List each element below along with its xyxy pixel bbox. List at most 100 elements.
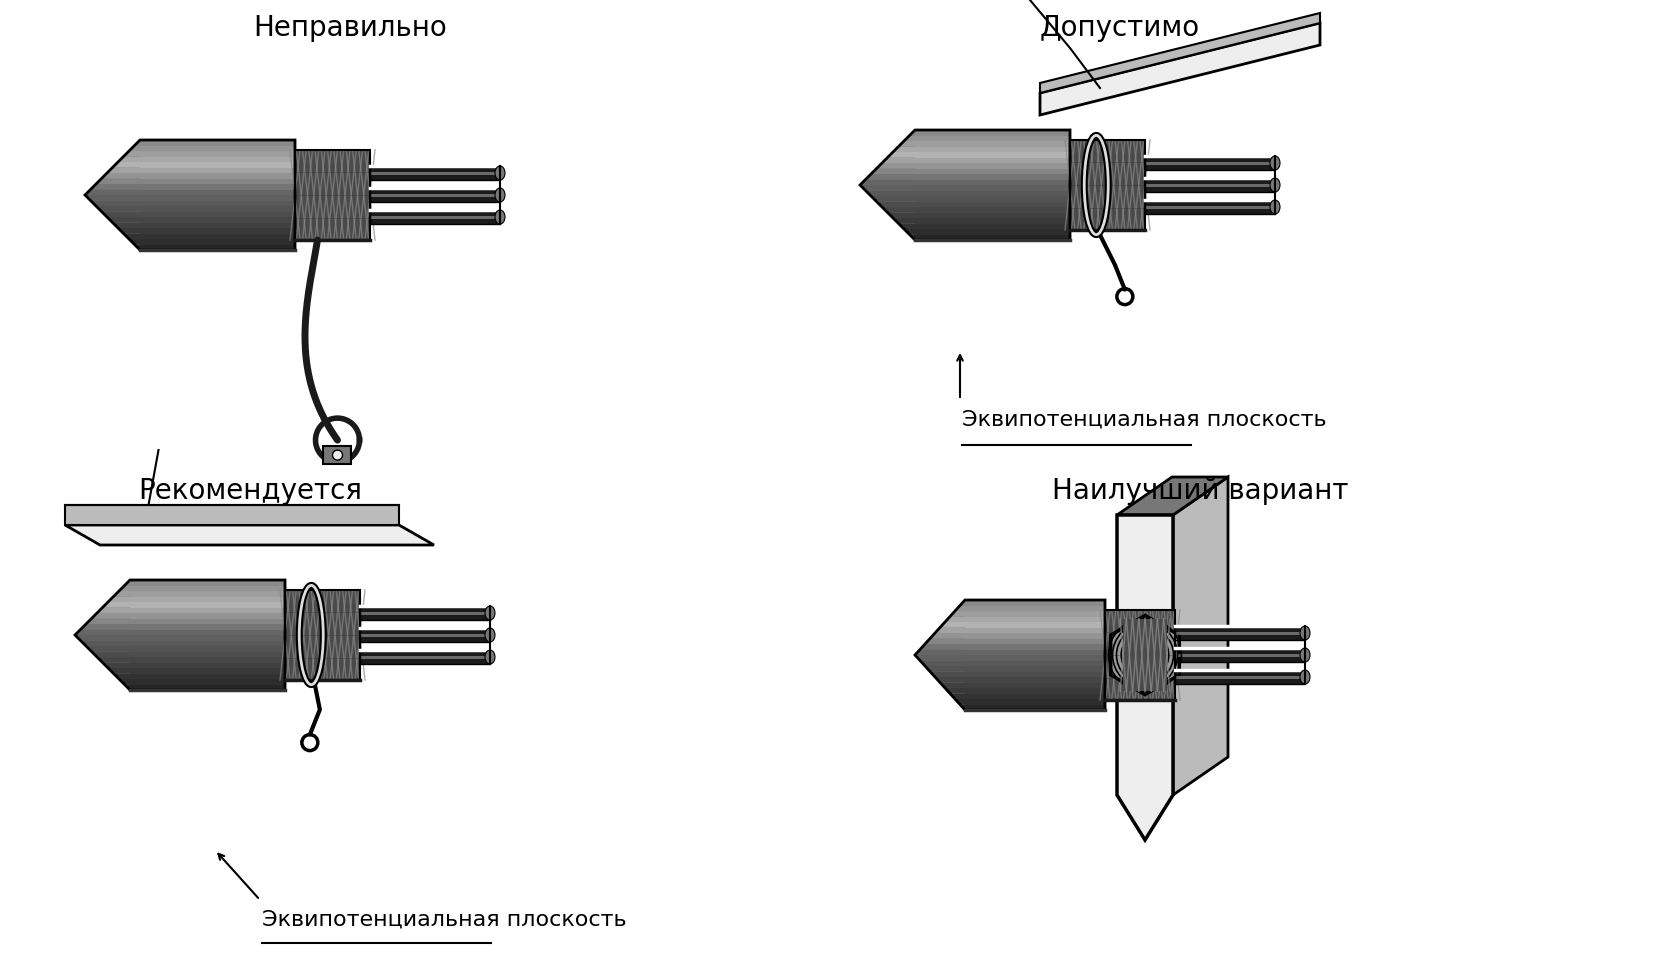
Bar — [915, 174, 1070, 180]
Bar — [1145, 162, 1275, 165]
Polygon shape — [870, 168, 915, 174]
Bar — [915, 185, 1070, 191]
Polygon shape — [125, 580, 130, 585]
Bar — [1175, 670, 1305, 684]
Polygon shape — [909, 130, 915, 136]
Bar — [915, 201, 1070, 207]
Bar — [1123, 618, 1166, 691]
Bar — [130, 585, 285, 591]
Polygon shape — [85, 190, 140, 195]
Bar — [140, 206, 295, 211]
Bar — [140, 228, 295, 234]
Polygon shape — [85, 195, 140, 200]
Ellipse shape — [1300, 626, 1310, 640]
Ellipse shape — [484, 606, 494, 620]
Ellipse shape — [1117, 619, 1173, 691]
Bar — [965, 606, 1105, 611]
Bar — [369, 188, 499, 202]
Bar — [915, 152, 1070, 157]
Polygon shape — [128, 239, 140, 244]
Circle shape — [333, 450, 343, 460]
Bar — [130, 608, 285, 613]
Polygon shape — [882, 207, 915, 213]
Bar — [140, 173, 295, 179]
Bar — [130, 624, 285, 629]
Bar — [915, 218, 1070, 224]
Polygon shape — [80, 624, 130, 629]
Bar — [915, 224, 1070, 229]
Polygon shape — [75, 635, 130, 641]
Polygon shape — [920, 660, 965, 666]
Polygon shape — [118, 679, 130, 685]
Polygon shape — [930, 671, 965, 677]
Polygon shape — [87, 646, 130, 652]
Bar — [965, 694, 1105, 699]
Bar — [915, 168, 1070, 174]
Bar — [965, 660, 1105, 666]
Bar — [915, 213, 1070, 218]
Polygon shape — [1110, 616, 1178, 695]
Bar — [130, 652, 285, 657]
Polygon shape — [90, 200, 140, 206]
Bar — [130, 685, 285, 690]
Ellipse shape — [1300, 648, 1310, 662]
Bar — [1175, 648, 1305, 662]
Bar — [965, 699, 1105, 704]
Bar — [1145, 200, 1275, 214]
Polygon shape — [860, 185, 915, 191]
Bar — [1175, 626, 1305, 640]
Bar — [1175, 632, 1305, 635]
Bar — [140, 200, 295, 206]
Bar — [140, 162, 295, 167]
Ellipse shape — [1270, 156, 1280, 170]
Bar — [1145, 200, 1275, 214]
Bar — [965, 650, 1105, 655]
Bar — [915, 191, 1070, 196]
Ellipse shape — [1300, 670, 1310, 684]
Bar — [359, 613, 489, 616]
Bar — [965, 666, 1105, 671]
Bar — [915, 207, 1070, 213]
Ellipse shape — [1270, 200, 1280, 214]
Bar — [1145, 206, 1275, 209]
Bar — [915, 196, 1070, 201]
Bar — [965, 644, 1105, 650]
Polygon shape — [123, 234, 140, 239]
Polygon shape — [106, 167, 140, 173]
Bar — [295, 149, 369, 240]
Bar — [1105, 610, 1175, 701]
Polygon shape — [945, 688, 965, 694]
Polygon shape — [875, 163, 915, 168]
Bar — [140, 140, 295, 146]
Text: Неправильно: Неправильно — [253, 14, 446, 42]
Polygon shape — [887, 213, 915, 218]
Polygon shape — [75, 580, 130, 690]
Bar — [140, 234, 295, 239]
Polygon shape — [80, 641, 130, 646]
Bar — [965, 639, 1105, 644]
Bar — [130, 602, 285, 608]
Bar — [285, 590, 359, 680]
Bar — [1145, 185, 1275, 188]
Polygon shape — [950, 611, 965, 616]
Bar — [965, 683, 1105, 688]
Bar — [965, 600, 1105, 606]
Bar — [130, 673, 285, 679]
Polygon shape — [118, 585, 130, 591]
Bar — [140, 179, 295, 184]
Polygon shape — [125, 685, 130, 690]
Polygon shape — [113, 591, 130, 597]
Polygon shape — [950, 694, 965, 699]
Polygon shape — [113, 223, 140, 228]
Bar — [130, 591, 285, 597]
Bar — [1175, 670, 1305, 684]
Bar — [359, 628, 489, 642]
Polygon shape — [75, 629, 130, 635]
Bar — [1175, 676, 1305, 679]
Bar — [140, 211, 295, 217]
Polygon shape — [882, 157, 915, 163]
Bar — [140, 239, 295, 244]
Bar — [965, 616, 1105, 622]
Polygon shape — [960, 600, 965, 606]
Polygon shape — [97, 657, 130, 662]
